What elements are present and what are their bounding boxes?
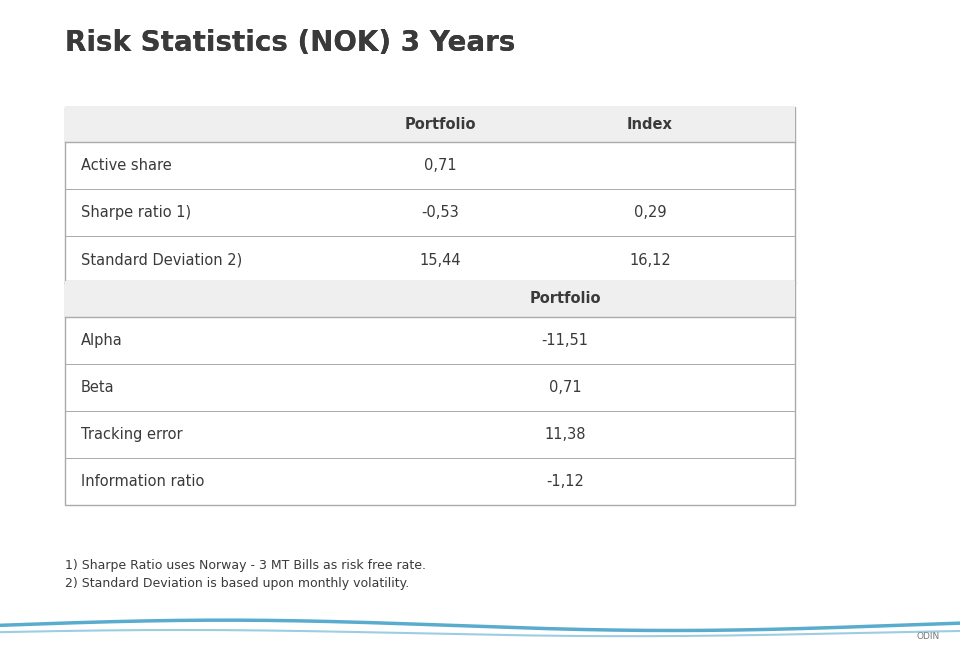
Text: Information ratio: Information ratio	[81, 474, 204, 489]
Text: Risk Statistics (NOK) 3 Years: Risk Statistics (NOK) 3 Years	[65, 29, 516, 57]
Text: ODIN: ODIN	[917, 632, 940, 641]
Text: 0,29: 0,29	[634, 205, 666, 220]
Text: -0,53: -0,53	[421, 205, 459, 220]
Text: 1) Sharpe Ratio uses Norway - 3 MT Bills as risk free rate.: 1) Sharpe Ratio uses Norway - 3 MT Bills…	[65, 559, 426, 572]
Text: 16,12: 16,12	[629, 253, 671, 267]
Text: 11,38: 11,38	[544, 427, 586, 442]
Text: 15,44: 15,44	[420, 253, 461, 267]
Bar	[65, 281, 795, 505]
Bar	[65, 107, 795, 284]
Text: Sharpe ratio 1): Sharpe ratio 1)	[81, 205, 191, 220]
Text: Active share: Active share	[81, 158, 172, 173]
Text: Portfolio: Portfolio	[404, 117, 476, 132]
Bar	[65, 107, 795, 142]
Text: Alpha: Alpha	[81, 333, 123, 348]
Bar	[65, 281, 795, 317]
Text: 0,71: 0,71	[423, 158, 456, 173]
Text: 0,71: 0,71	[549, 380, 582, 395]
Text: -1,12: -1,12	[546, 474, 584, 489]
Text: Risk Statistics (NOK) 3 Years: Risk Statistics (NOK) 3 Years	[65, 29, 516, 57]
Text: Beta: Beta	[81, 380, 114, 395]
Text: Portfolio: Portfolio	[529, 291, 601, 306]
Text: Tracking error: Tracking error	[81, 427, 182, 442]
Text: 2) Standard Deviation is based upon monthly volatility.: 2) Standard Deviation is based upon mont…	[65, 577, 409, 590]
Text: Standard Deviation 2): Standard Deviation 2)	[81, 253, 242, 267]
Text: Index: Index	[627, 117, 673, 132]
Text: -11,51: -11,51	[541, 333, 588, 348]
